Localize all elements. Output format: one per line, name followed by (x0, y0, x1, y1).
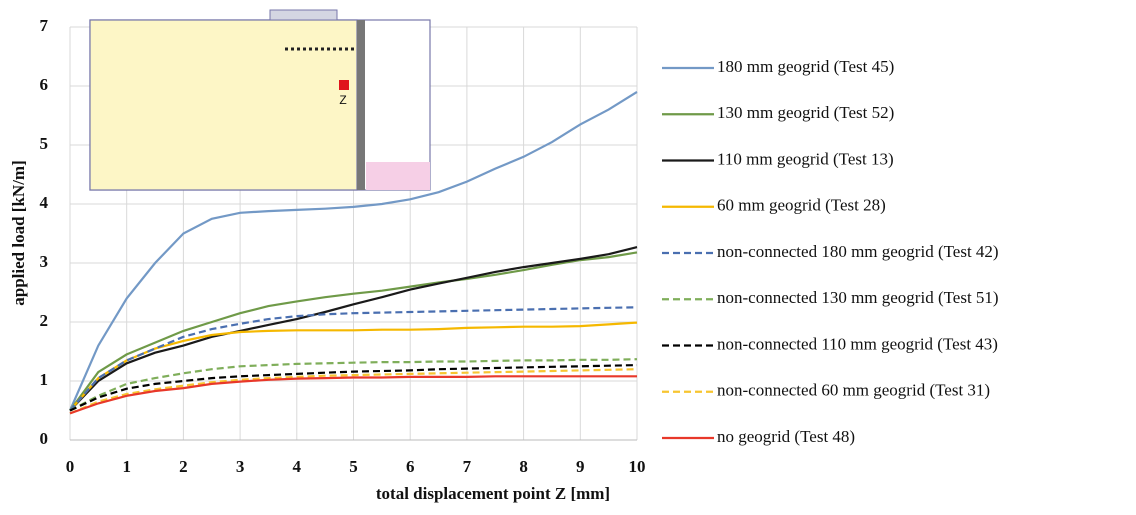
legend-label: 130 mm geogrid (Test 52) (717, 103, 894, 122)
x-tick-label: 9 (576, 457, 585, 476)
series-line (69, 246, 638, 412)
load-plate (269, 9, 338, 21)
toe (366, 162, 430, 190)
x-tick-label: 7 (463, 457, 472, 476)
x-tick-label: 3 (236, 457, 245, 476)
y-tick-label: 1 (40, 370, 49, 389)
x-tick-label: 0 (66, 457, 75, 476)
x-tick-label: 5 (349, 457, 358, 476)
x-tick-label: 2 (179, 457, 188, 476)
y-tick-label: 0 (40, 429, 49, 448)
legend-label: non-connected 130 mm geogrid (Test 51) (717, 288, 999, 307)
wall (357, 20, 365, 190)
x-axis-title: total displacement point Z [mm] (376, 484, 610, 503)
y-tick-label: 6 (40, 75, 49, 94)
legend-label: non-connected 180 mm geogrid (Test 42) (717, 242, 999, 261)
series-line (68, 90, 638, 411)
x-tick-label: 6 (406, 457, 415, 476)
series-line (69, 364, 638, 412)
legend-label: non-connected 60 mm geogrid (Test 31) (717, 381, 990, 400)
point-z (339, 80, 349, 90)
legend-label: no geogrid (Test 48) (717, 427, 855, 446)
y-axis-title: applied load [kN/m] (9, 160, 28, 305)
series-line (69, 306, 638, 412)
soil (89, 19, 358, 191)
legend-label: 180 mm geogrid (Test 45) (717, 57, 894, 76)
x-tick-label: 4 (293, 457, 302, 476)
legend-label: 110 mm geogrid (Test 13) (717, 149, 894, 168)
y-tick-label: 5 (40, 134, 49, 153)
y-tick-label: 4 (40, 193, 49, 212)
point-label: Z (339, 93, 346, 107)
series-line (69, 321, 638, 412)
legend-label: non-connected 110 mm geogrid (Test 43) (717, 334, 998, 353)
y-tick-label: 2 (40, 311, 49, 330)
y-tick-label: 3 (40, 252, 49, 271)
series-line (69, 358, 638, 412)
series-line (69, 368, 638, 415)
inset-diagram: Z (89, 9, 431, 191)
series-line (69, 375, 637, 415)
x-tick-label: 10 (629, 457, 646, 476)
x-tick-label: 1 (122, 457, 131, 476)
legend-label: 60 mm geogrid (Test 28) (717, 196, 886, 215)
x-tick-label: 8 (519, 457, 528, 476)
y-tick-label: 7 (40, 16, 49, 35)
series-line (69, 251, 638, 412)
